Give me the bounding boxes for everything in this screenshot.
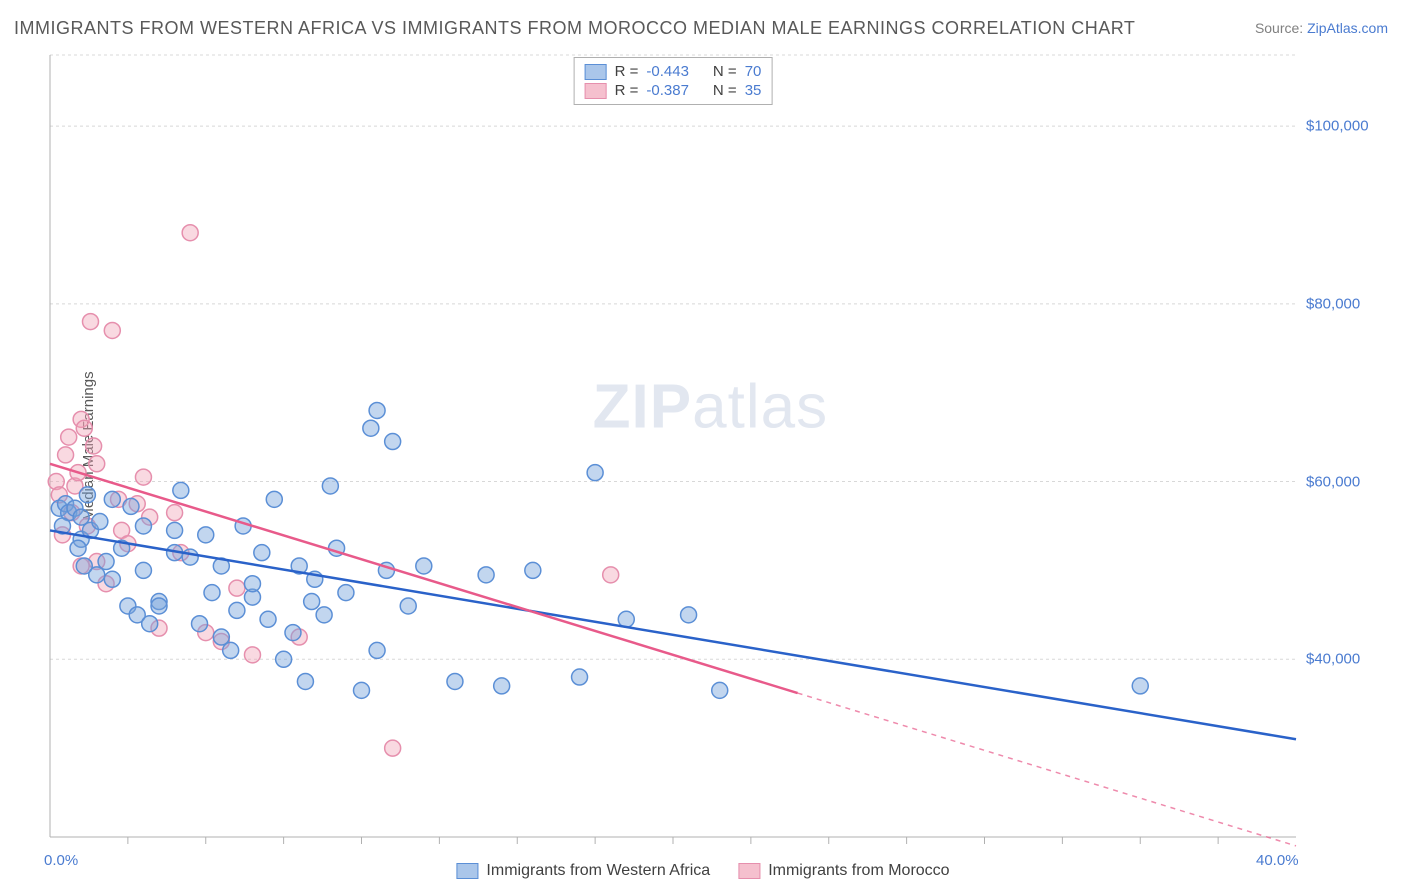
- x-tick-label: 0.0%: [44, 852, 78, 869]
- legend-label-2: Immigrants from Morocco: [768, 862, 949, 880]
- source-link[interactable]: ZipAtlas.com: [1307, 20, 1388, 36]
- stat-n-value-2: 35: [745, 82, 762, 99]
- plot-svg: [50, 55, 1296, 837]
- bottom-legend: Immigrants from Western Africa Immigrant…: [456, 862, 949, 880]
- source-attribution: Source: ZipAtlas.com: [1255, 20, 1388, 36]
- stat-r-label-2: R =: [615, 82, 639, 99]
- source-label: Source:: [1255, 20, 1307, 36]
- plot-area: R = -0.443 N = 70 R = -0.387 N = 35 ZIPa…: [50, 55, 1296, 837]
- legend-swatch-2: [738, 863, 760, 879]
- y-tick-label: $100,000: [1306, 118, 1396, 135]
- swatch-series-2: [585, 83, 607, 99]
- stat-r-label: R =: [615, 63, 639, 80]
- stat-n-label: N =: [713, 63, 737, 80]
- y-tick-label: $80,000: [1306, 295, 1396, 312]
- swatch-series-1: [585, 64, 607, 80]
- stats-row-series-1: R = -0.443 N = 70: [585, 62, 762, 81]
- legend-item-series-2: Immigrants from Morocco: [738, 862, 949, 880]
- stat-r-value-2: -0.387: [646, 82, 689, 99]
- chart-title: IMMIGRANTS FROM WESTERN AFRICA VS IMMIGR…: [14, 18, 1135, 39]
- chart-container: IMMIGRANTS FROM WESTERN AFRICA VS IMMIGR…: [0, 0, 1406, 892]
- y-tick-label: $40,000: [1306, 651, 1396, 668]
- stat-n-value-1: 70: [745, 63, 762, 80]
- stat-n-label-2: N =: [713, 82, 737, 99]
- stat-r-value-1: -0.443: [646, 63, 689, 80]
- legend-label-1: Immigrants from Western Africa: [486, 862, 710, 880]
- legend-item-series-1: Immigrants from Western Africa: [456, 862, 710, 880]
- legend-swatch-1: [456, 863, 478, 879]
- x-tick-label: 40.0%: [1256, 852, 1299, 869]
- stats-row-series-2: R = -0.387 N = 35: [585, 81, 762, 100]
- stats-legend: R = -0.443 N = 70 R = -0.387 N = 35: [574, 57, 773, 105]
- y-tick-label: $60,000: [1306, 473, 1396, 490]
